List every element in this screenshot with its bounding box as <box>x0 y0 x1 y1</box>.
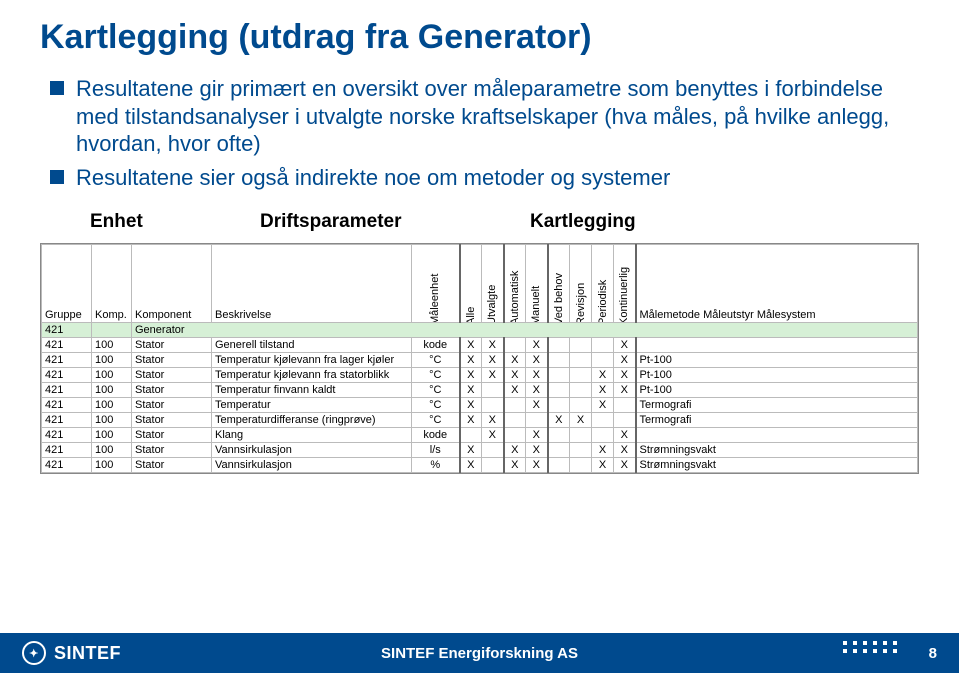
bullet-icon <box>50 81 64 95</box>
logo-text: SINTEF <box>54 643 121 664</box>
bullet-text: Resultatene sier også indirekte noe om m… <box>76 164 670 192</box>
bullet-item: Resultatene sier også indirekte noe om m… <box>50 164 919 192</box>
bullet-icon <box>50 170 64 184</box>
col-utvalgte: Utvalgte <box>482 245 504 323</box>
col-malemetode: Målemetode Måleutstyr Målesystem <box>636 245 918 323</box>
logo-icon: ✦ <box>22 641 46 665</box>
col-alle: Alle <box>460 245 482 323</box>
table-row: 421100StatorVannsirkulasjonl/sXXXXXStrøm… <box>42 443 918 458</box>
data-table: Gruppe Komp. Komponent Beskrivelse Målee… <box>40 243 919 474</box>
col-gruppe: Gruppe <box>42 245 92 323</box>
section-label: Enhet <box>90 211 260 233</box>
table-body: 421Generator421100StatorGenerell tilstan… <box>42 323 918 473</box>
footer-center-text: SINTEF Energiforskning AS <box>381 645 578 662</box>
footer-dots-icon <box>843 641 899 653</box>
col-automatisk: Automatisk <box>504 245 526 323</box>
col-manuelt: Manuelt <box>526 245 548 323</box>
table-row: 421100StatorGenerell tilstandkodeXXXX <box>42 338 918 353</box>
col-komponent: Komponent <box>132 245 212 323</box>
slide-title: Kartlegging (utdrag fra Generator) <box>40 18 919 57</box>
col-beskrivelse: Beskrivelse <box>212 245 412 323</box>
section-header-row: Enhet Driftsparameter Kartlegging <box>40 211 919 233</box>
slide: Kartlegging (utdrag fra Generator) Resul… <box>0 0 959 673</box>
table-row: 421100StatorKlangkodeXXX <box>42 428 918 443</box>
sintef-logo: ✦ SINTEF <box>22 641 121 665</box>
table-row-generator: 421Generator <box>42 323 918 338</box>
table-row: 421100StatorVannsirkulasjon%XXXXXStrømni… <box>42 458 918 473</box>
col-vedbehov: Ved behov <box>548 245 570 323</box>
bullet-item: Resultatene gir primært en oversikt over… <box>50 75 919 158</box>
section-label: Driftsparameter <box>260 211 530 233</box>
table-row: 421100StatorTemperatur kjølevann fra lag… <box>42 353 918 368</box>
table-row: 421100StatorTemperatur kjølevann fra sta… <box>42 368 918 383</box>
col-revisjon: Revisjon <box>570 245 592 323</box>
footer-bar: ✦ SINTEF SINTEF Energiforskning AS 8 <box>0 633 959 673</box>
section-label: Kartlegging <box>530 211 680 233</box>
table-head: Gruppe Komp. Komponent Beskrivelse Målee… <box>42 245 918 323</box>
table-row: 421100StatorTemperatur finvann kaldt°CXX… <box>42 383 918 398</box>
col-kontinuerlig: Kontinuerlig <box>614 245 636 323</box>
bullet-text: Resultatene gir primært en oversikt over… <box>76 75 919 158</box>
bullet-list: Resultatene gir primært en oversikt over… <box>50 75 919 197</box>
col-komp: Komp. <box>92 245 132 323</box>
table-row: 421100StatorTemperatur°CXXXTermografi <box>42 398 918 413</box>
col-maleenhet: Måleenhet <box>412 245 460 323</box>
page-number: 8 <box>929 645 937 662</box>
table-row: 421100StatorTemperaturdifferanse (ringpr… <box>42 413 918 428</box>
col-periodisk: Periodisk <box>592 245 614 323</box>
